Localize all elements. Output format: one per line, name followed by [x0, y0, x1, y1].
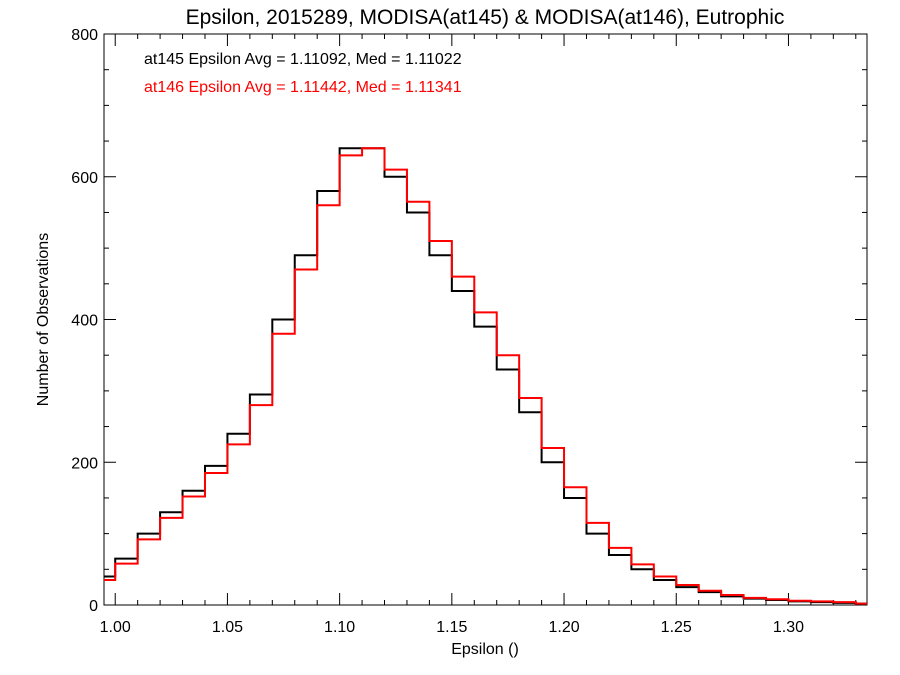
y-axis-label: Number of Observations	[35, 233, 52, 406]
x-tick-label: 1.15	[436, 619, 467, 636]
annotation-at146: at146 Epsilon Avg = 1.11442, Med = 1.113…	[144, 79, 462, 96]
series-layer	[104, 147, 867, 605]
y-tick-label: 400	[71, 313, 98, 330]
annotations-group: at145 Epsilon Avg = 1.11092, Med = 1.110…	[144, 51, 462, 96]
x-axis-label: Epsilon ()	[451, 641, 519, 658]
x-tick-label: 1.00	[100, 619, 131, 636]
axes-group: 1.00 1.05 1.10 1.15 1.20 1.25 1.30 0 200 400 600 80…	[71, 27, 867, 636]
y-tick-label: 200	[71, 455, 98, 472]
x-tick-label: 1.05	[212, 619, 243, 636]
annotation-at145: at145 Epsilon Avg = 1.11092, Med = 1.110…	[144, 51, 462, 68]
x-tick-label: 1.20	[548, 619, 579, 636]
series-at146-step-line	[104, 147, 867, 605]
chart-title: Epsilon, 2015289, MODISA(at145) & MODISA…	[186, 6, 785, 29]
series-at145-step-line	[104, 147, 867, 605]
x-tick-label: 1.30	[773, 619, 804, 636]
plot-area-frame	[103, 33, 868, 606]
x-tick-label: 1.25	[661, 619, 692, 636]
y-tick-label: 600	[71, 170, 98, 187]
y-tick-label: 0	[89, 598, 98, 615]
y-tick-label: 800	[71, 27, 98, 44]
x-tick-label: 1.10	[324, 619, 355, 636]
